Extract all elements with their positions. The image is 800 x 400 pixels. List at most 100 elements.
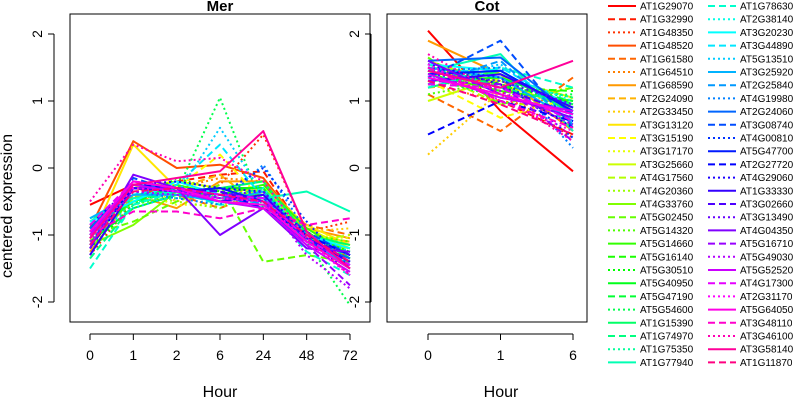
series-line-at1g78630 <box>89 190 351 277</box>
panel-cot: Cot -2 -1 0 1 2 0 1 6 <box>346 0 588 363</box>
series-line-at1g29070 <box>427 30 574 173</box>
panel-mer: Mer -2 -1 0 1 2 0 1 2 6 24 48 72 <box>29 0 371 363</box>
chart-title: Cot <box>475 0 500 15</box>
legend-label: AT5G52520 <box>740 266 794 277</box>
x-tick-label: 0 <box>86 347 94 363</box>
legend-label: AT3G58140 <box>740 345 794 356</box>
x-tick-label: 48 <box>299 347 315 363</box>
series-line-at4g04350 <box>89 173 351 253</box>
legend-label: AT1G77940 <box>640 358 694 369</box>
legend-label: AT2G31170 <box>740 292 793 303</box>
legend-label: AT5G16140 <box>640 252 694 263</box>
series-line-at1g61580 <box>427 76 574 133</box>
legend-label: AT5G54600 <box>640 305 694 316</box>
legend-label: AT5G47190 <box>640 292 694 303</box>
x-tick-label: 6 <box>569 347 577 363</box>
series-line-at4g20360 <box>89 187 351 260</box>
legend-label: AT3G17170 <box>640 147 694 158</box>
series-line-at5g52520 <box>427 73 574 112</box>
legend-label: AT4G19980 <box>740 94 794 105</box>
legend-label: AT5G14320 <box>640 226 694 237</box>
series-line-at1g11870 <box>89 187 351 263</box>
legend-label: AT2G38140 <box>740 15 794 26</box>
legend-label: AT1G33330 <box>740 186 794 197</box>
y-tick-label: -1 <box>29 229 45 242</box>
series-line-at3g58140 <box>89 130 351 270</box>
legend-label: AT4G17300 <box>740 279 794 290</box>
y-tick-label: 0 <box>29 164 45 172</box>
legend-label: AT1G48520 <box>640 41 694 52</box>
legend-label: AT5G40950 <box>640 279 694 290</box>
series-line-at5g49030 <box>427 66 574 126</box>
y-tick-label: 0 <box>346 164 362 172</box>
legend-label: AT3G25920 <box>740 68 794 79</box>
legend-label: AT5G13510 <box>740 54 794 65</box>
x-tick-label: 6 <box>216 347 224 363</box>
legend-label: AT2G33450 <box>640 107 694 118</box>
legend-label: AT4G17560 <box>640 173 694 184</box>
series-line-at5g64050 <box>427 76 574 116</box>
x-tick-label: 24 <box>256 347 272 363</box>
legend-label: AT3G02660 <box>740 200 794 211</box>
legend-label: AT1G11870 <box>740 358 793 369</box>
legend-label: AT2G24090 <box>640 94 694 105</box>
legend-label: AT3G44890 <box>740 41 794 52</box>
legend-label: AT2G25840 <box>740 81 794 92</box>
series-line-at1g11870 <box>427 79 574 136</box>
legend-label: AT1G75350 <box>640 345 694 356</box>
y-axis-label: centered expression <box>0 134 16 278</box>
series-line-at3g48110 <box>427 66 574 129</box>
y-tick-label: 2 <box>29 30 45 38</box>
series-line-at3g58140 <box>427 59 574 89</box>
legend-label: AT1G61580 <box>640 54 694 65</box>
plot-frame <box>386 13 588 323</box>
legend-label: AT1G48350 <box>640 28 694 39</box>
legend-label: AT4G33760 <box>640 200 694 211</box>
legend-label: AT1G78630 <box>740 2 794 13</box>
legend-label: AT1G29070 <box>640 2 694 13</box>
legend-label: AT5G02450 <box>640 213 694 224</box>
series-line-at5g64050 <box>89 180 351 270</box>
legend-label: AT5G49030 <box>740 252 794 263</box>
x-tick-label: 2 <box>173 347 181 363</box>
legend-label: AT1G15390 <box>640 318 694 329</box>
legend-label: AT3G15190 <box>640 134 694 145</box>
y-tick-label: 1 <box>29 97 45 105</box>
series-line-at4g00810 <box>427 66 574 139</box>
x-axis-label-mer: Hour <box>203 384 238 400</box>
x-axis-label-cot: Hour <box>484 384 519 400</box>
x-tick-label: 1 <box>497 347 505 363</box>
y-tick-label: -1 <box>346 229 362 242</box>
y-tick-label: -2 <box>346 296 362 309</box>
legend-label: AT4G29060 <box>740 173 794 184</box>
legend-label: AT5G16710 <box>740 239 794 250</box>
chart-title: Mer <box>207 0 234 15</box>
legend-label: AT2G27720 <box>740 160 794 171</box>
legend-label: AT3G46100 <box>740 332 794 343</box>
x-tick-label: 1 <box>129 347 137 363</box>
legend-label: AT5G64050 <box>740 305 794 316</box>
legend-label: AT5G47700 <box>740 147 794 158</box>
legend-label: AT3G20230 <box>740 28 794 39</box>
x-tick-label: 0 <box>424 347 432 363</box>
legend-label: AT1G74970 <box>640 332 694 343</box>
legend: AT1G29070 AT1G32990 AT1G48350 AT1G48520 AT1G… <box>608 2 794 369</box>
legend-label: AT3G08740 <box>740 120 794 131</box>
legend-label: AT5G30510 <box>640 266 694 277</box>
y-tick-label: 2 <box>346 30 362 38</box>
legend-label: AT3G48110 <box>740 318 793 329</box>
y-tick-label: 1 <box>346 97 362 105</box>
series-line-at3g46100 <box>427 53 574 143</box>
legend-label: AT3G13490 <box>740 213 794 224</box>
x-tick-label: 72 <box>342 347 358 363</box>
legend-label: AT1G32990 <box>640 15 694 26</box>
legend-label: AT1G68590 <box>640 81 694 92</box>
legend-label: AT5G14660 <box>640 239 694 250</box>
series-line-at5g02450 <box>89 183 351 263</box>
legend-label: AT3G13120 <box>640 120 694 131</box>
series-line-at1g78630 <box>427 66 574 89</box>
series-line-at3g08740 <box>427 39 574 129</box>
series-line-at4g19980 <box>89 163 351 266</box>
legend-label: AT4G04350 <box>740 226 794 237</box>
